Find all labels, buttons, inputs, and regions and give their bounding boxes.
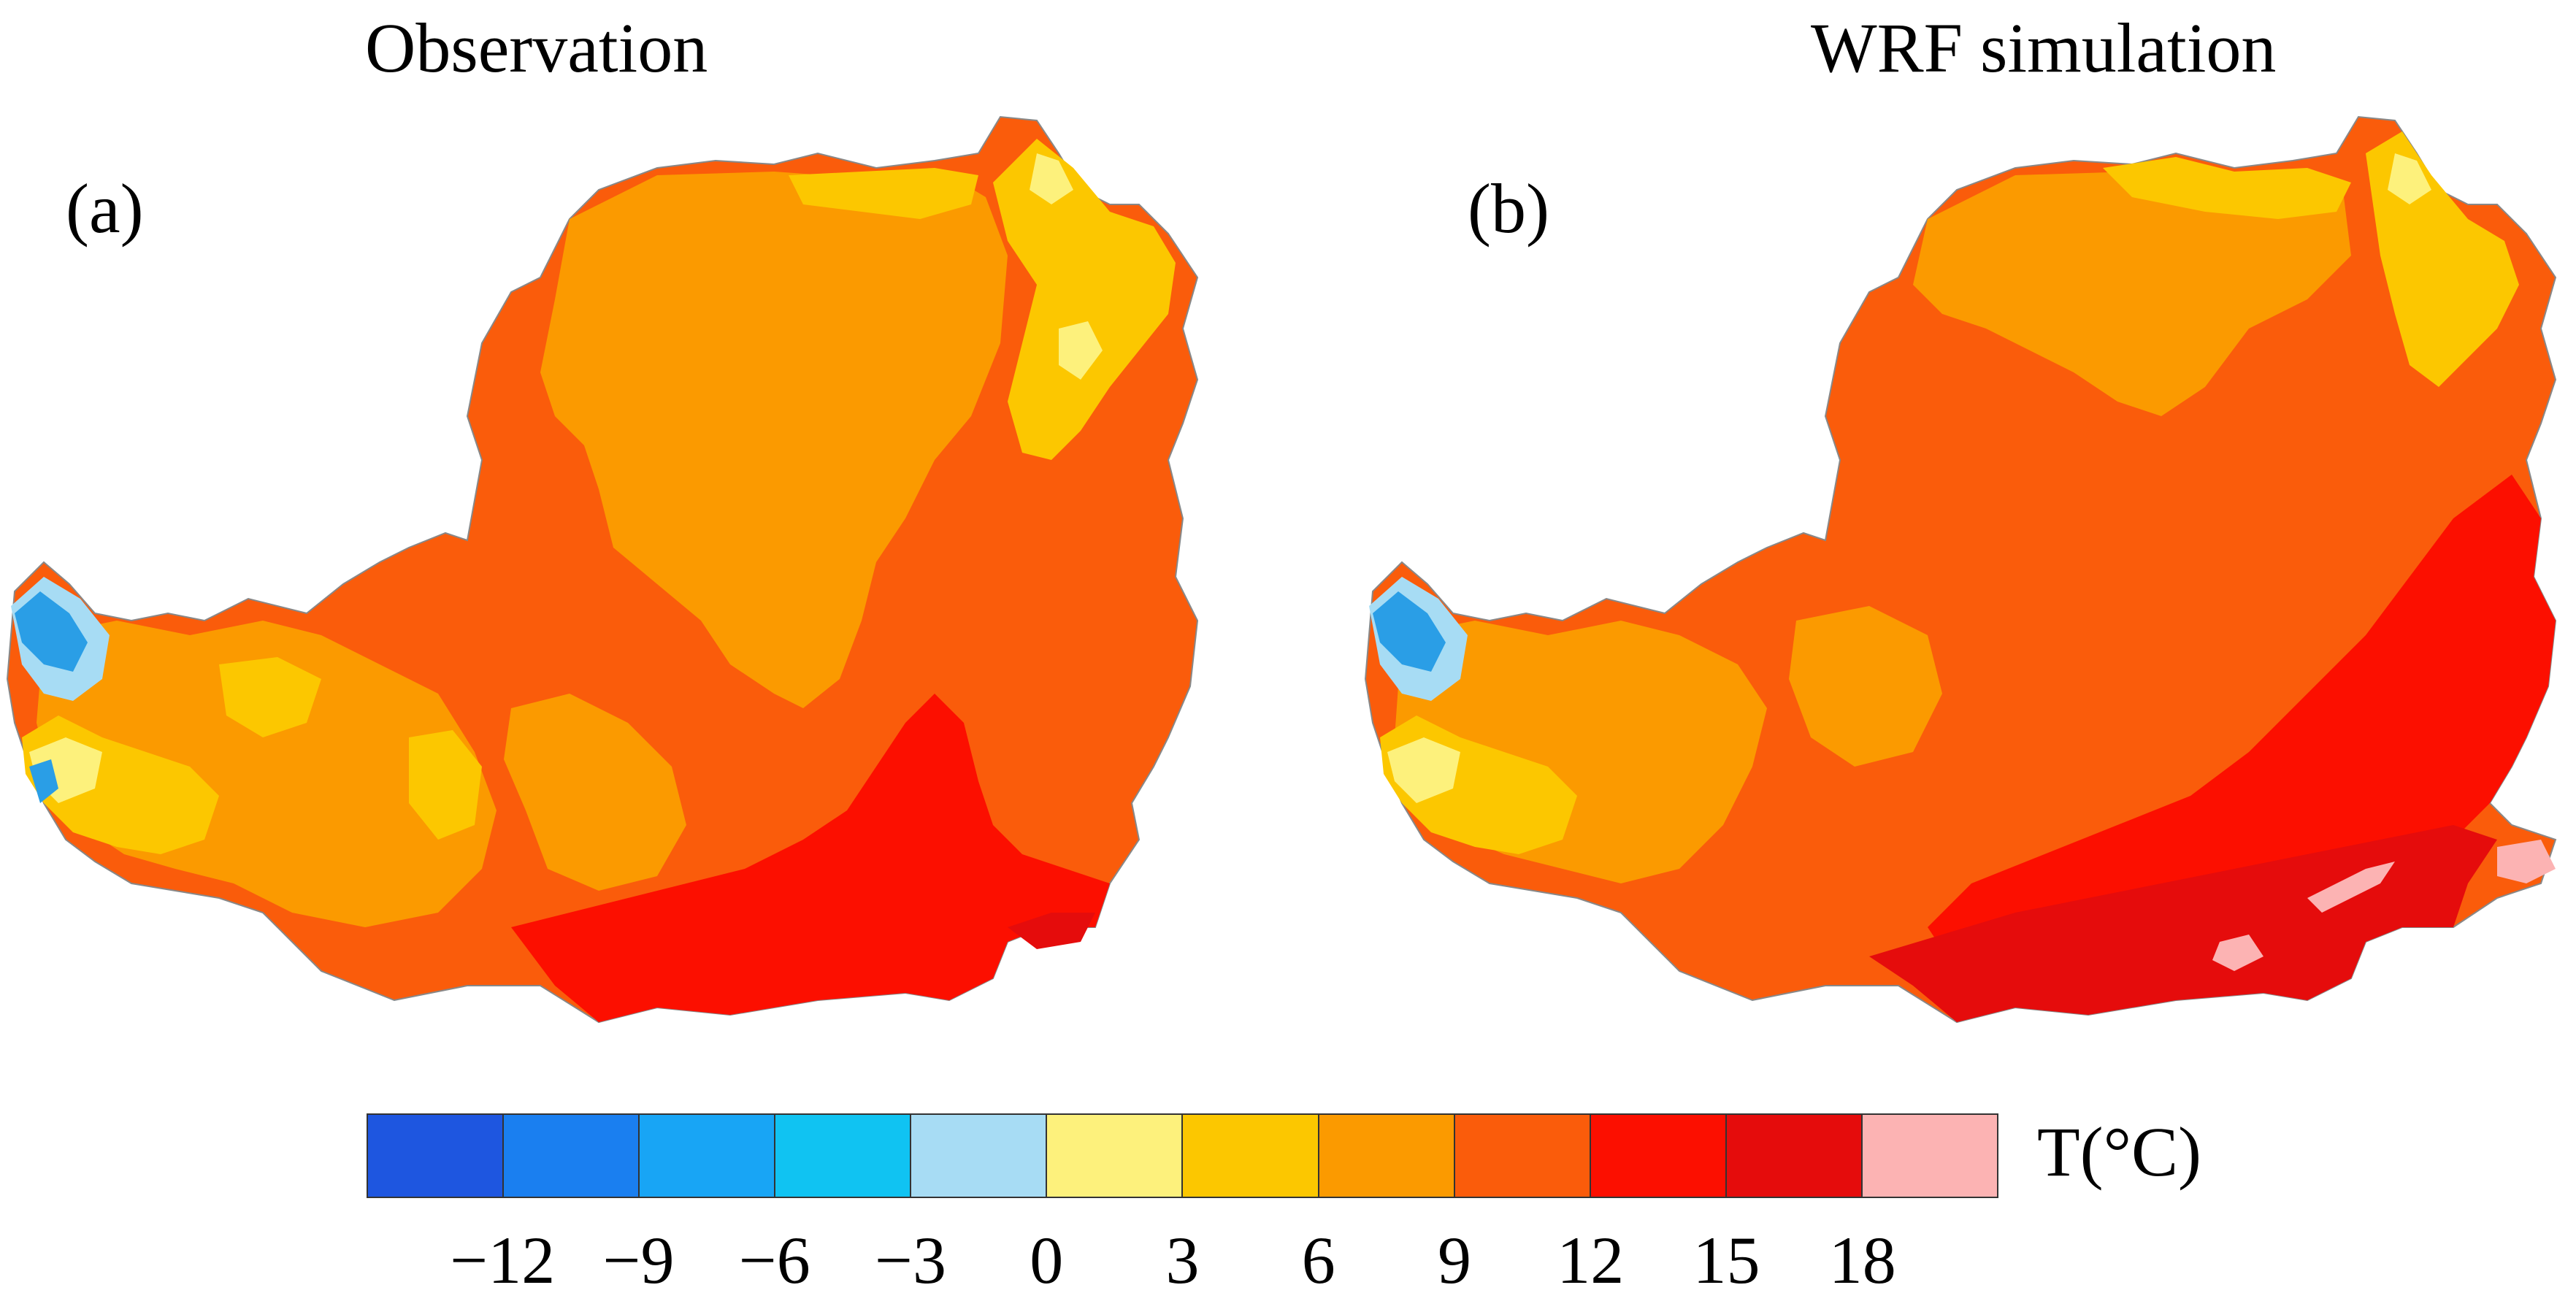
region-blue [1373,591,1446,672]
region-darkred [1869,825,2497,1022]
colorbar-swatch-8 [1454,1115,1591,1197]
colorbar-swatch-7 [1319,1115,1455,1197]
region-orange [540,172,1008,708]
colorbar-tick-label: −12 [450,1223,556,1297]
colorbar-tick-label: −9 [602,1223,675,1297]
colorbar-tick-label: 3 [1165,1223,1200,1297]
region-yellow-c [409,730,482,840]
region-paleyellow-ne2 [1059,321,1103,380]
region-orange [1913,172,2351,416]
panel-a-title: Observation [365,9,708,87]
region-yellow-n [2103,157,2351,219]
region-pink-1 [2307,862,2395,913]
region-yellow-n [789,168,978,219]
region-pink-3 [2212,935,2263,971]
colorbar-swatch-10 [1726,1115,1863,1197]
region-paleyellow [1387,737,1460,803]
wrf-simulation-map [1364,115,2557,1024]
colorbar-swatch-11 [1862,1115,1997,1197]
region-darkred [1008,913,1095,949]
region-red [511,694,1110,1022]
region-paleyellow-ne [2388,153,2431,204]
colorbar-swatch-4 [911,1115,1048,1197]
colorbar-tick-label: −3 [875,1223,946,1297]
colorbar-swatch-3 [775,1115,912,1197]
region-yellow-ne [993,139,1176,460]
region-paleyellow-ne [1030,153,1073,204]
panel-a-label: (a) [66,169,144,248]
colorbar-swatch-9 [1590,1115,1727,1197]
panel-b-title: WRF simulation [1811,9,2277,87]
region-yellow-w2 [219,657,321,737]
observation-map [6,115,1199,1024]
region-pink-2 [2497,840,2556,883]
colorbar-tick-label: 6 [1301,1223,1335,1297]
colorbar-tick-label: 9 [1438,1223,1471,1297]
panel-b-label: (b) [1468,169,1549,248]
colorbar-swatch-1 [504,1115,640,1197]
colorbar-unit-label: T(°C) [2037,1113,2201,1191]
colorbar-swatch-2 [640,1115,776,1197]
colorbar-tick-label: 18 [1828,1223,1896,1297]
region-blue [15,591,88,672]
colorbar-tick-label: −6 [738,1223,810,1297]
colorbar-swatch-5 [1047,1115,1184,1197]
colorbar-tick-label: 0 [1030,1223,1064,1297]
colorbar [367,1113,1998,1198]
colorbar-swatch-0 [368,1115,505,1197]
region-orange-central [504,694,686,891]
colorbar-tick-label: 12 [1557,1223,1625,1297]
colorbar-swatch-6 [1183,1115,1319,1197]
region-blue-2 [29,759,58,803]
region-orange-c [1789,606,1942,767]
colorbar-tick-label: 15 [1693,1223,1760,1297]
